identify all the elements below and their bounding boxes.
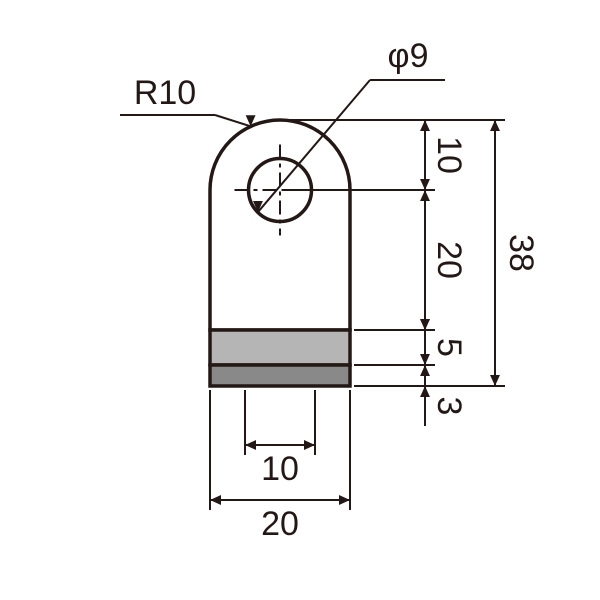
- dimension-text: 20: [430, 241, 468, 279]
- arrowhead: [210, 495, 221, 505]
- leader-phi9-d: [258, 80, 370, 212]
- dimension-text: 38: [502, 234, 540, 272]
- label-r10: R10: [134, 74, 196, 112]
- dimension-text: 3: [430, 397, 468, 416]
- label-phi9: φ9: [388, 37, 429, 75]
- arrowhead: [339, 495, 350, 505]
- arrowhead: [490, 120, 500, 131]
- arrowhead: [490, 375, 500, 386]
- part-band: [210, 330, 350, 365]
- arrowhead: [420, 319, 430, 330]
- arrowhead: [420, 120, 430, 131]
- arrowhead: [420, 386, 430, 397]
- part-foot: [210, 365, 350, 386]
- arrowhead: [420, 190, 430, 201]
- technical-drawing: R10 φ9 10 20 5 3 38 10 20: [0, 0, 600, 600]
- arrowhead: [245, 440, 256, 450]
- dimension-text: 10: [261, 450, 299, 488]
- arrowhead: [420, 354, 430, 365]
- arrowhead: [420, 179, 430, 190]
- leader-r10-d: [215, 115, 251, 126]
- dimension-text: 10: [430, 136, 468, 174]
- dimension-text: 20: [261, 505, 299, 543]
- dimension-text: 5: [430, 338, 468, 357]
- arrowhead: [304, 440, 315, 450]
